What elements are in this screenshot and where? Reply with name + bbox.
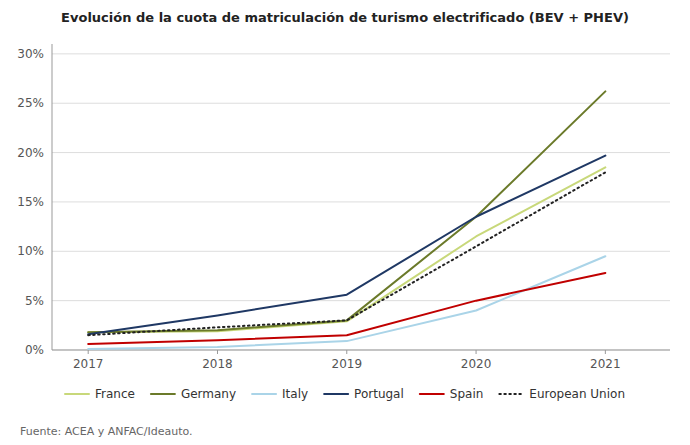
grid-line (52, 53, 670, 54)
legend-swatch (151, 393, 175, 395)
series-line (88, 91, 605, 332)
legend-item: Spain (420, 387, 484, 401)
series-line (88, 273, 605, 344)
x-tick (346, 350, 347, 354)
footnote: Fuente: ACEA y ANFAC/Ideauto. (20, 425, 193, 438)
legend-item: France (65, 387, 135, 401)
y-tick-label: 20% (17, 146, 44, 160)
legend-item: Germany (151, 387, 236, 401)
x-tick (217, 350, 218, 354)
legend-label: France (95, 387, 135, 401)
legend-swatch (324, 393, 348, 395)
legend-label: Germany (181, 387, 236, 401)
y-tick-label: 15% (17, 195, 44, 209)
x-tick-label: 2021 (590, 357, 621, 371)
chart-svg: Evolución de la cuota de matriculación d… (0, 0, 690, 445)
legend: France Germany Italy Portugal Spain European … (65, 387, 625, 401)
legend-label: Portugal (354, 387, 404, 401)
legend-item: European Union (499, 387, 625, 401)
legend-swatch (252, 393, 276, 395)
grid-line (52, 201, 670, 202)
x-tick (88, 350, 89, 354)
legend-swatch (65, 393, 89, 395)
legend-swatch (420, 393, 444, 395)
y-tick-label: 5% (25, 294, 44, 308)
legend-item: Italy (252, 387, 308, 401)
series-line (88, 256, 605, 349)
grid-line (52, 251, 670, 252)
series-lines (88, 91, 605, 349)
x-tick (605, 350, 606, 354)
legend-item: Portugal (324, 387, 404, 401)
chart-container: Evolución de la cuota de matriculación d… (0, 0, 690, 445)
grid-line (52, 300, 670, 301)
legend-label: Spain (450, 387, 484, 401)
series-line (88, 156, 605, 335)
y-tick-label: 30% (17, 47, 44, 61)
x-tick-label: 2020 (461, 357, 492, 371)
x-tick-label: 2017 (73, 357, 104, 371)
grid-line (52, 350, 670, 351)
grid-line (52, 152, 670, 153)
x-tick-label: 2019 (332, 357, 363, 371)
grid-line (52, 103, 670, 104)
y-axis-line (52, 44, 53, 350)
y-tick-label: 25% (17, 96, 44, 110)
y-tick-label: 0% (25, 343, 44, 357)
x-axis-line (52, 350, 670, 351)
legend-label: European Union (529, 387, 625, 401)
grid (52, 54, 670, 350)
chart-title: Evolución de la cuota de matriculación d… (61, 10, 629, 25)
y-tick-label: 10% (17, 244, 44, 258)
series-line (88, 172, 605, 335)
x-tick-label: 2018 (202, 357, 233, 371)
legend-swatch (499, 393, 523, 395)
legend-label: Italy (282, 387, 308, 401)
x-tick (476, 350, 477, 354)
